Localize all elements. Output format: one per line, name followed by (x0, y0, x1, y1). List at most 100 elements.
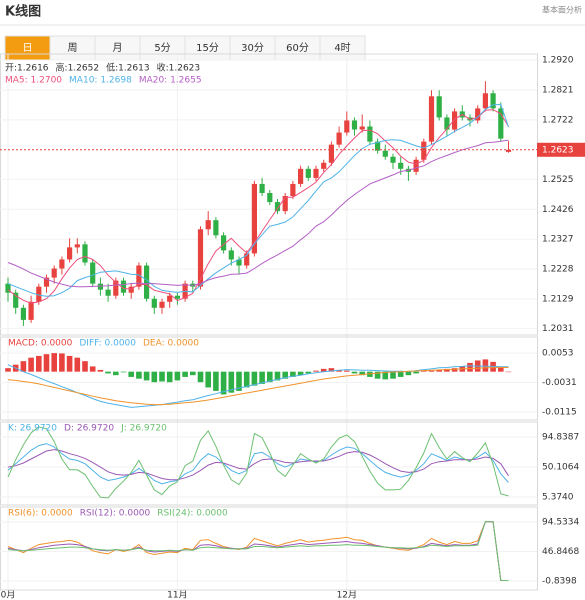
candle-body (344, 120, 350, 133)
legend-label: MACD: 0.0000 (8, 339, 73, 349)
macd-bar (51, 353, 57, 372)
macd-bar (359, 371, 365, 376)
candle-body (351, 120, 358, 130)
last-price-label: 1.2623 (542, 145, 574, 155)
candle-body (328, 144, 334, 163)
macd-bar (251, 371, 258, 386)
y-tick-label: 94.8387 (542, 432, 579, 442)
candle-body (475, 108, 481, 121)
y-tick-label: 50.1064 (542, 463, 579, 473)
macd-bar (482, 359, 489, 372)
candle-body (51, 268, 57, 278)
candle-body (105, 289, 111, 296)
macd-bar (43, 354, 50, 372)
tab-label[interactable]: 60分 (286, 42, 309, 54)
legend-label: K: 26.9720 (8, 424, 57, 434)
macd-bar (467, 362, 473, 372)
tab-label[interactable]: 月 (113, 42, 123, 54)
macd-bar (36, 355, 42, 372)
candle-body (28, 301, 34, 320)
indicator-line (7, 443, 509, 485)
tab-label[interactable]: 4时 (334, 42, 350, 54)
macd-bar (236, 371, 242, 391)
panel-frame (0, 336, 538, 421)
macd-bar (197, 371, 204, 383)
candle-body (290, 183, 296, 197)
macd-bar (290, 371, 296, 377)
macd-bar (243, 371, 250, 388)
macd-bar (451, 368, 458, 372)
candle-body (13, 292, 19, 308)
legend-label: RSI(24): 0.0000 (157, 509, 228, 519)
x-tick-label: 0月 (1, 590, 16, 600)
y-tick-label: 1.2129 (542, 295, 574, 305)
candle-body (90, 262, 96, 284)
ma-line (7, 103, 509, 297)
candle-body (367, 126, 373, 142)
macd-bar (305, 371, 312, 374)
candle-body (490, 93, 496, 109)
candle-body (321, 162, 327, 169)
tab-label[interactable]: 周 (68, 42, 78, 54)
legend-label: D: 26.9720 (64, 424, 114, 434)
macd-bar (313, 370, 319, 372)
tab-label[interactable]: 5分 (154, 42, 170, 54)
indicator-line (7, 364, 509, 408)
candle-body (205, 220, 211, 230)
macd-bar (205, 371, 211, 388)
y-tick-label: 1.2525 (542, 175, 574, 185)
candle-body (59, 259, 65, 269)
macd-bar (382, 371, 389, 380)
macd-bar (259, 371, 265, 384)
tab-label[interactable]: 30分 (241, 42, 264, 54)
candle-body (259, 183, 265, 193)
legend-label: 开:1.2616 (5, 63, 49, 74)
macd-bar (120, 371, 127, 373)
last-price-tag (537, 142, 585, 157)
macd-bar (220, 371, 227, 395)
x-tick-label: 11月 (167, 590, 187, 600)
legend-label: MA10: 1.2698 (69, 76, 132, 86)
candle-body (236, 259, 242, 266)
y-tick-label: 1.2031 (542, 324, 574, 334)
macd-bar (405, 371, 412, 376)
y-tick-label: 0.0053 (542, 349, 574, 359)
tab-label[interactable]: 15分 (196, 42, 219, 54)
legend-label: DEA: 0.0000 (143, 339, 199, 349)
candle-body (336, 132, 342, 145)
macd-bar (5, 368, 11, 372)
macd-bar (82, 361, 88, 372)
candle-body (390, 156, 396, 163)
macd-bar (397, 371, 404, 377)
candle-body (244, 253, 250, 266)
macd-bar (182, 371, 188, 377)
legend-label: MA20: 1.2655 (139, 76, 202, 86)
candle-body (159, 301, 165, 308)
candle-body (421, 141, 427, 160)
y-tick-label: 1.2821 (542, 85, 574, 95)
analysis-link[interactable]: 基本面分析 (542, 5, 582, 15)
macd-bar (89, 366, 96, 372)
macd-bar (128, 371, 134, 377)
y-tick-label: 1.2722 (542, 115, 574, 125)
candle-body (74, 244, 80, 248)
y-tick-label: 1.2920 (542, 56, 574, 66)
tab[interactable] (319, 35, 366, 61)
macd-bar (498, 366, 504, 372)
macd-bar (166, 371, 173, 383)
candle-body (282, 196, 288, 212)
legend-label: 低:1.2613 (106, 62, 150, 74)
ma-line (7, 109, 509, 304)
candle-body (298, 168, 304, 184)
macd-bar (59, 353, 65, 372)
indicator-line (7, 367, 509, 406)
candle-body (436, 96, 442, 118)
macd-bar (351, 371, 358, 374)
y-tick-label: 1.2327 (542, 235, 574, 245)
tab[interactable] (49, 35, 96, 61)
candle-body (82, 244, 88, 263)
candle-body (167, 295, 173, 302)
candle-body (413, 159, 419, 172)
tab-label[interactable]: 日 (23, 43, 33, 54)
